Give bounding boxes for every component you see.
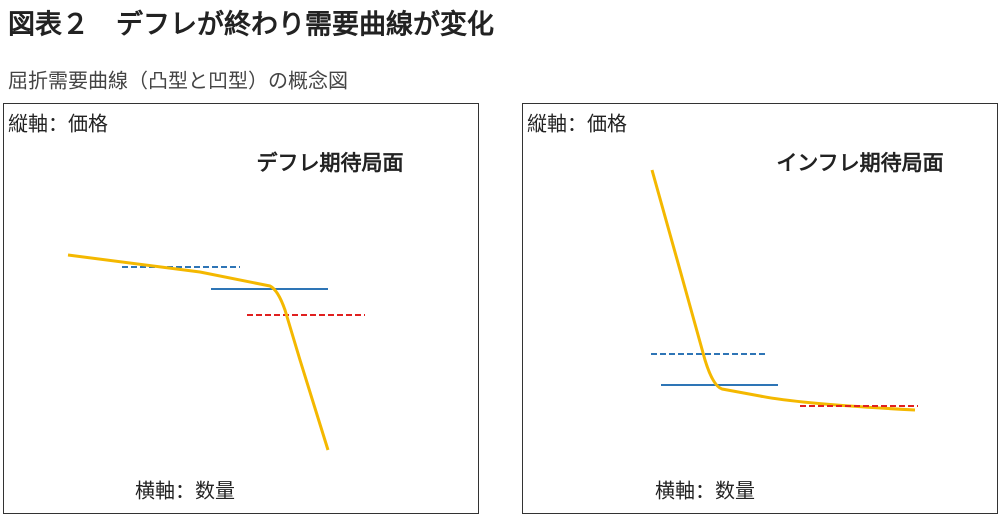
panel-frame xyxy=(3,103,479,514)
demand-curve xyxy=(650,169,916,412)
panel-title: デフレ期待局面 xyxy=(257,151,404,175)
y-axis-label: 縦軸：価格 xyxy=(8,112,108,136)
panel-title: インフレ期待局面 xyxy=(776,151,943,175)
panel-right: 縦軸：価格 インフレ期待局面 横軸：数量 xyxy=(522,103,998,514)
subtitle: 屈折需要曲線（凸型と凹型）の概念図 xyxy=(8,69,348,93)
panel-frame xyxy=(522,103,998,514)
title: 図表２ デフレが終わり需要曲線が変化 xyxy=(8,9,494,41)
y-axis-label: 縦軸：価格 xyxy=(527,112,627,136)
panel-left: 縦軸：価格 デフレ期待局面 横軸：数量 xyxy=(3,103,479,514)
x-axis-label: 横軸：数量 xyxy=(655,479,755,503)
x-axis-label: 横軸：数量 xyxy=(135,479,235,503)
demand-curve xyxy=(67,253,330,451)
